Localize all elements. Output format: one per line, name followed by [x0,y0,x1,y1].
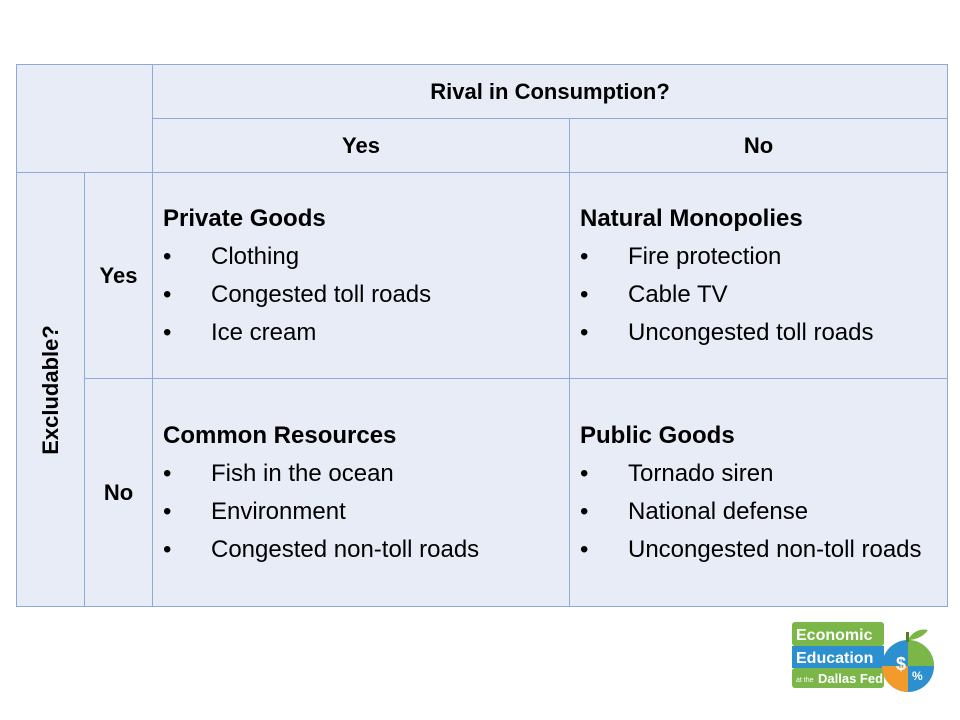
public-goods-cell: Public Goods • Tornado siren • National de… [570,379,948,607]
common-resources-list: • Fish in the ocean • Environment • Congest… [163,455,559,569]
logo-text-economic: Economic [796,627,873,644]
private-goods-list: • Clothing • Congested toll roads • Ice cre… [163,238,559,352]
list-item: • National defense [580,493,937,531]
list-item: • Congested toll roads [163,276,559,314]
bullet-icon: • [163,318,172,346]
list-item: • Uncongested non-toll roads [580,531,937,569]
rival-yes-header: Yes [153,119,570,173]
private-goods-title: Private Goods [163,204,326,232]
excludable-header: Excludable? [17,173,85,607]
rival-header: Rival in Consumption? [153,65,948,119]
corner-cell [17,65,153,173]
logo-badge-bottom [792,668,884,688]
excludable-yes-header: Yes [85,173,153,379]
rival-no-header: No [570,119,948,173]
svg-text:$: $ [896,654,906,674]
bullet-icon: • [580,318,589,346]
bullet-icon: • [580,459,589,487]
natural-monopolies-list: • Fire protection • Cable TV • Uncongested … [580,238,937,352]
goods-classification-table: Rival in Consumption? Yes No Excludable?… [16,64,948,607]
excludable-no-header: No [85,379,153,607]
natural-monopolies-title: Natural Monopolies [580,204,803,232]
list-item: • Fish in the ocean [163,455,559,493]
list-item: • Uncongested toll roads [580,314,937,352]
common-resources-cell: Common Resources • Fish in the ocean • Env… [153,379,570,607]
logo-text-education: Education [796,650,873,667]
list-item: • Tornado siren [580,455,937,493]
list-item: • Congested non-toll roads [163,531,559,569]
bullet-icon: • [580,535,589,563]
bullet-icon: • [163,242,172,270]
logo-text-dallas-fed: Dallas Fed [818,671,883,686]
bullet-icon: • [163,280,172,308]
bullet-icon: • [163,497,172,525]
logo-text-at-the: at the [796,677,814,684]
logo-badge-middle [792,646,884,668]
bullet-icon: • [163,535,172,563]
svg-text:%: % [912,669,923,683]
list-item: • Ice cream [163,314,559,352]
list-item: • Clothing [163,238,559,276]
excludable-header-label: Excludable? [37,324,63,455]
bullet-icon: • [580,280,589,308]
private-goods-cell: Private Goods • Clothing • Congested toll … [153,173,570,379]
bullet-icon: • [163,459,172,487]
public-goods-list: • Tornado siren • National defense • Uncong… [580,455,937,569]
bullet-icon: • [580,242,589,270]
common-resources-title: Common Resources [163,421,397,449]
bullet-icon: • [580,497,589,525]
apple-icon: $ % [882,629,934,692]
logo-badge-top [792,622,884,646]
dallas-fed-logo: Economic Education at the Dallas Fed $ % [792,622,934,692]
list-item: • Fire protection [580,238,937,276]
list-item: • Environment [163,493,559,531]
public-goods-title: Public Goods [580,421,735,449]
list-item: • Cable TV [580,276,937,314]
natural-monopolies-cell: Natural Monopolies • Fire protection • Cab… [570,173,948,379]
